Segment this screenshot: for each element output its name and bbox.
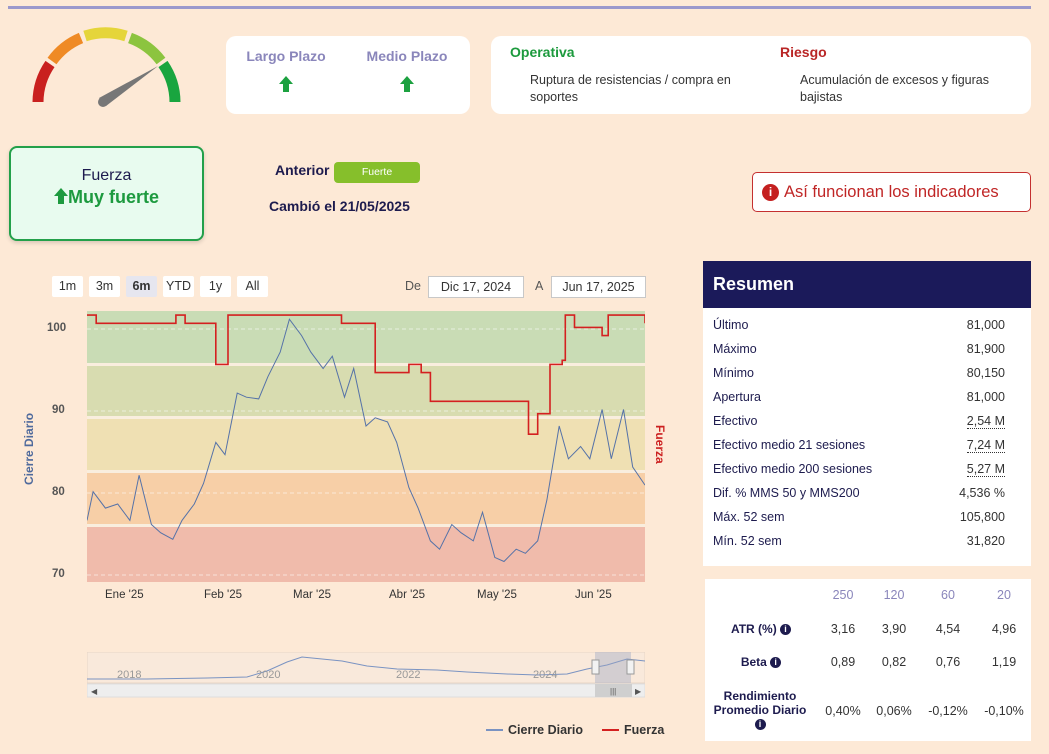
summary-row: Mín. 52 sem 31,820: [713, 534, 1005, 548]
summary-row: Apertura 81,000: [713, 390, 1005, 404]
summary-row: Máximo 81,900: [713, 342, 1005, 356]
scroll-right-icon[interactable]: ▶: [635, 687, 642, 696]
top-divider: [8, 6, 1031, 9]
navigator-tick-label: 2022: [396, 669, 420, 681]
date-from-label: De: [405, 279, 421, 293]
x-tick-label: Ene '25: [105, 589, 144, 601]
y-tick-label: 70: [52, 568, 65, 580]
x-tick-label: Jun '25: [575, 589, 612, 601]
range-ytd-button[interactable]: YTD: [163, 276, 194, 297]
y-tick-label: 100: [47, 322, 67, 334]
strength-box: Fuerza Muy fuerte: [9, 146, 204, 241]
navigator-handle-left[interactable]: [591, 659, 600, 675]
atr-header: 120: [883, 588, 905, 602]
legend-item-cierre-diario[interactable]: Cierre Diario: [486, 723, 583, 737]
atr-header: 250: [832, 588, 854, 602]
riesgo-title: Riesgo: [780, 44, 827, 60]
summary-title: Resumen: [703, 261, 1031, 308]
summary-row: Máx. 52 sem 105,800: [713, 510, 1005, 524]
chart-navigator[interactable]: ◀ ▶ ||| 2018 2020 2022 2024: [87, 652, 645, 698]
strength-label: Fuerza: [81, 167, 132, 184]
price-chart[interactable]: [87, 311, 645, 582]
y2-axis-title: Fuerza: [653, 425, 667, 464]
strength-bands: [87, 311, 645, 582]
summary-row: Efectivo 2,54 M: [713, 414, 1005, 429]
rendimiento-row-label: Rendimiento Promedio Diario i: [713, 689, 807, 731]
term-trend-card: Largo Plazo Medio Plazo: [226, 36, 470, 114]
legend-item-fuerza[interactable]: Fuerza: [602, 723, 664, 737]
summary-row: Dif. % MMS 50 y MMS200 4,536 %: [713, 486, 1005, 500]
date-to-input[interactable]: Jun 17, 2025: [551, 276, 646, 298]
date-from-input[interactable]: Dic 17, 2024: [428, 276, 524, 298]
navigator-series-line: [87, 656, 645, 680]
previous-label: Anterior: [275, 162, 330, 178]
strength-value: Muy fuerte: [11, 187, 202, 208]
atr-row-label: ATR (%) i: [711, 622, 811, 636]
navigator-tick-label: 2018: [117, 669, 141, 681]
atr-table: 250 120 60 20 ATR (%) i 3,16 3,90 4,54 4…: [705, 579, 1031, 741]
medium-term-trend: Medio Plazo: [352, 48, 462, 92]
y-axis-title: Cierre Diario: [22, 412, 36, 485]
how-indicators-work-button[interactable]: i Así funcionan los indicadores: [752, 172, 1031, 212]
arrow-up-icon: [400, 76, 414, 92]
x-tick-label: May '25: [477, 589, 517, 601]
series-cierre-diario-line: [87, 318, 645, 563]
operativa-riesgo-card: Operativa Ruptura de resistencias / comp…: [491, 36, 1031, 114]
date-to-label: A: [535, 279, 544, 293]
scroll-left-icon[interactable]: ◀: [91, 687, 98, 696]
info-icon[interactable]: i: [770, 657, 782, 669]
gridlines: [87, 328, 645, 576]
range-1y-button[interactable]: 1y: [200, 276, 231, 297]
operativa-title: Operativa: [510, 44, 575, 60]
info-icon[interactable]: i: [780, 624, 792, 636]
range-1m-button[interactable]: 1m: [52, 276, 83, 297]
summary-row: Último 81,000: [713, 318, 1005, 332]
beta-row-label: Beta i: [711, 655, 811, 669]
y-tick-label: 90: [52, 404, 65, 416]
atr-header: 20: [997, 588, 1011, 602]
summary-row: Mínimo 80,150: [713, 366, 1005, 380]
y-tick-label: 80: [52, 486, 65, 498]
series-fuerza-line: [87, 314, 645, 435]
summary-row: Efectivo medio 21 sesiones 7,24 M: [713, 438, 1005, 453]
changed-date: Cambió el 21/05/2025: [269, 198, 410, 214]
operativa-text: Ruptura de resistencias / compra en sopo…: [530, 73, 731, 104]
navigator-tick-label: 2020: [256, 669, 280, 681]
x-tick-label: Mar '25: [293, 589, 331, 601]
long-term-trend: Largo Plazo: [231, 48, 341, 92]
grip-icon: |||: [610, 687, 616, 696]
strength-gauge-icon: [32, 27, 181, 107]
previous-strength-badge: Fuerte: [334, 162, 420, 183]
riesgo-text: Acumulación de excesos y figuras bajista…: [800, 73, 989, 104]
range-6m-button[interactable]: 6m: [126, 276, 157, 297]
info-icon: i: [762, 183, 779, 201]
info-icon[interactable]: i: [754, 719, 766, 731]
summary-row: Efectivo medio 200 sesiones 5,27 M: [713, 462, 1005, 477]
navigator-handle-right[interactable]: [626, 659, 635, 675]
summary-panel: Resumen Último 81,000 Máximo 81,900 Mínimo…: [703, 261, 1031, 566]
x-tick-label: Feb '25: [204, 589, 242, 601]
arrow-up-icon: [279, 76, 293, 92]
range-all-button[interactable]: All: [237, 276, 268, 297]
navigator-scrollbar[interactable]: [87, 683, 645, 698]
navigator-scroll-thumb[interactable]: [595, 684, 632, 697]
x-tick-label: Abr '25: [389, 589, 426, 601]
atr-header: 60: [941, 588, 955, 602]
navigator-tick-label: 2024: [533, 669, 557, 681]
arrow-up-icon: [53, 188, 68, 204]
range-3m-button[interactable]: 3m: [89, 276, 120, 297]
